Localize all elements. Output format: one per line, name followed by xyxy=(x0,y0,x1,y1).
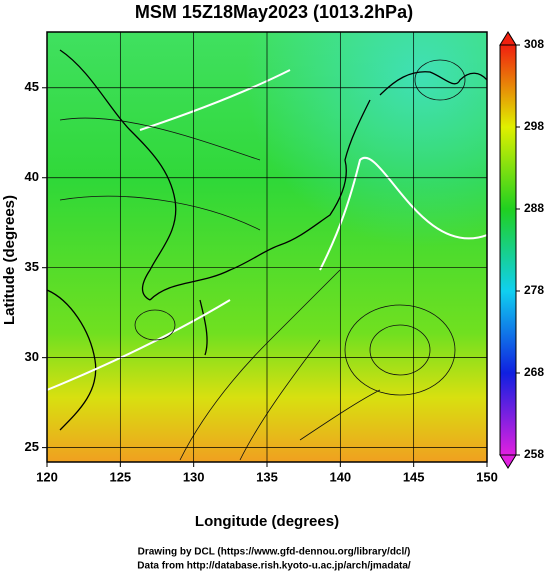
y-tick-label: 35 xyxy=(25,259,39,274)
streamline xyxy=(299,389,381,441)
streamline xyxy=(239,339,321,461)
contour xyxy=(319,156,487,271)
contours xyxy=(47,69,487,391)
x-axis-label: Longitude (degrees) xyxy=(195,513,339,530)
credit: Drawing by DCL (https://www.gfd-dennou.o… xyxy=(138,547,411,558)
coastline xyxy=(59,49,177,301)
x-tick-label: 120 xyxy=(36,469,58,484)
x-tick-label: 135 xyxy=(256,469,278,484)
colorbar-tick-label: 308 xyxy=(524,37,544,51)
streamline xyxy=(134,309,176,341)
x-tick-label: 125 xyxy=(109,469,131,484)
colorbar-tick-label: 278 xyxy=(524,283,544,297)
streamline xyxy=(59,117,261,161)
colorbar xyxy=(499,44,517,456)
y-tick-label: 45 xyxy=(25,79,39,94)
x-tick-label: 130 xyxy=(183,469,205,484)
streamline xyxy=(344,304,456,396)
title: MSM 15Z18May2023 (1013.2hPa) xyxy=(135,2,413,22)
streamline xyxy=(59,195,261,231)
y-tick-label: 30 xyxy=(25,349,39,364)
coastlines xyxy=(47,49,487,431)
colorbar-tick-label: 258 xyxy=(524,447,544,461)
colorbar-tick-label: 288 xyxy=(524,201,544,215)
coastline xyxy=(47,289,97,431)
coastline xyxy=(199,299,208,356)
streamlines xyxy=(59,59,466,461)
colorbar-tick-label: 268 xyxy=(524,365,544,379)
y-axis-label: Latitude (degrees) xyxy=(1,195,18,325)
streamline xyxy=(414,59,466,101)
streamline xyxy=(369,324,431,376)
x-tick-label: 145 xyxy=(403,469,425,484)
y-tick-label: 40 xyxy=(25,169,39,184)
plot-frame xyxy=(46,31,488,463)
y-tick-label: 25 xyxy=(25,439,39,454)
contour xyxy=(139,69,291,131)
streamline xyxy=(179,269,341,461)
credit: Data from http://database.rish.kyoto-u.a… xyxy=(137,561,411,572)
axes: 120 125 130 135 140 145 150 25 30 35 40 45 258 268 278… xyxy=(25,31,544,484)
colorbar-min-arrow xyxy=(499,454,517,469)
coastline xyxy=(379,71,487,96)
x-tick-label: 150 xyxy=(476,469,498,484)
coastline xyxy=(149,99,371,301)
colorbar-max-arrow xyxy=(499,31,517,46)
contour xyxy=(47,299,231,391)
colorbar-tick-label: 298 xyxy=(524,119,544,133)
x-tick-label: 140 xyxy=(329,469,351,484)
